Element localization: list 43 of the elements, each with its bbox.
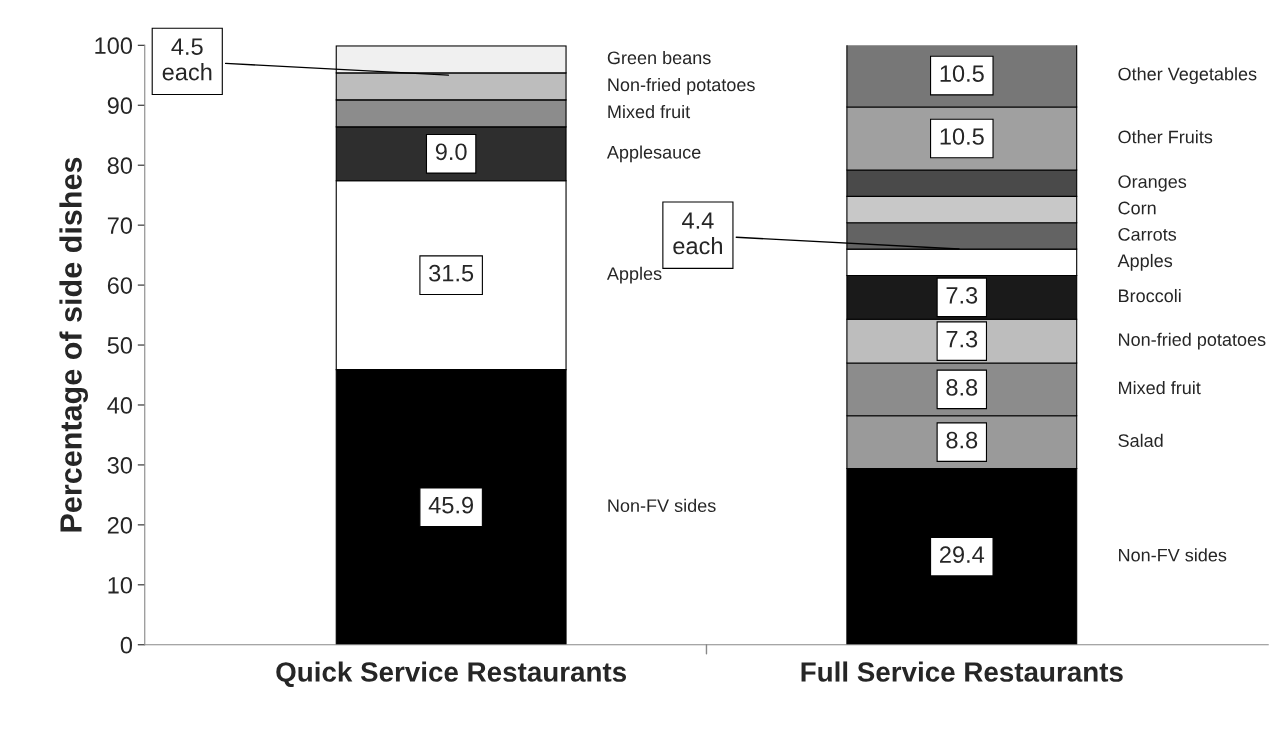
annotation: 4.4 each xyxy=(673,212,722,255)
y-tick-label: 10 xyxy=(108,576,133,594)
text: Non-FV sides xyxy=(1119,548,1227,562)
text: Non-FV sides xyxy=(608,498,716,513)
data-label: 7.3 xyxy=(946,287,978,304)
y-axis-title: Percentage of side dishes xyxy=(59,157,88,532)
text: Mixed fruit xyxy=(608,104,691,119)
y-tick-label: 60 xyxy=(107,277,133,294)
text: Green beans xyxy=(607,50,711,65)
data-label: 29.4 xyxy=(940,546,985,563)
text: Broccoli xyxy=(1119,288,1181,303)
y-tick-label: 40 xyxy=(107,397,133,414)
x-tick-label: Full Service Restaurants xyxy=(801,661,1123,682)
y-tick-label: 70 xyxy=(107,217,133,234)
y-tick-label: 80 xyxy=(107,157,133,174)
text: Oranges xyxy=(1118,175,1187,192)
data-label: 9.0 xyxy=(435,143,467,161)
y-tick-label: 20 xyxy=(107,516,133,534)
data-label: 31.5 xyxy=(429,264,474,282)
data-label: 8.8 xyxy=(946,379,978,396)
data-label: 45.9 xyxy=(428,496,474,514)
text: Non-fried potatoes xyxy=(1119,332,1266,350)
y-tick-label: 50 xyxy=(107,337,133,354)
y-tick-label: 30 xyxy=(107,457,133,474)
text: Corn xyxy=(1118,201,1156,215)
data-label: 10.5 xyxy=(940,128,984,145)
text: Salad xyxy=(1118,433,1163,447)
data-label: 7.3 xyxy=(946,330,978,348)
text: Non-fried potatoes xyxy=(608,77,755,95)
x-tick-label: Quick Service Restaurants xyxy=(276,661,627,688)
text: Other Vegetables xyxy=(1118,67,1257,84)
text: Mixed fruit xyxy=(1119,380,1201,395)
text: Carrots xyxy=(1118,227,1177,241)
y-tick-label: 100 xyxy=(95,37,133,55)
text: Other Fruits xyxy=(1118,130,1213,144)
y-tick-label: 90 xyxy=(107,97,133,115)
data-label: 10.5 xyxy=(940,65,984,82)
y-tick-label: 0 xyxy=(120,636,133,654)
text: Apples xyxy=(1117,253,1173,271)
data-label: 8.8 xyxy=(946,431,978,449)
text: Apples xyxy=(606,266,662,284)
annotation: 4.5 each xyxy=(162,38,212,81)
text: Applesauce xyxy=(606,145,701,163)
